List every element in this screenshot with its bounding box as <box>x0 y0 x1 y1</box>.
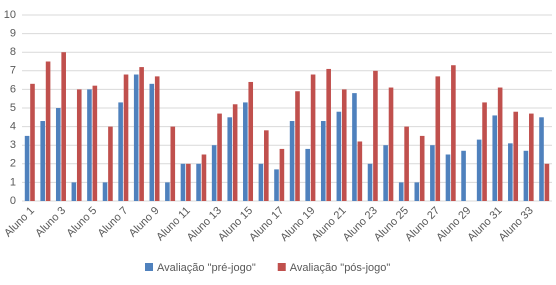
bar <box>154 76 160 201</box>
bar <box>492 115 498 201</box>
bar <box>211 145 217 201</box>
bar <box>55 108 61 201</box>
y-tick-label: 8 <box>10 46 16 58</box>
bar <box>201 154 207 201</box>
bar <box>76 89 82 201</box>
x-tick-label: Aluno 1 <box>2 205 37 240</box>
y-tick-label: 7 <box>10 65 16 77</box>
bar <box>367 163 373 201</box>
x-tick-label: Aluno 7 <box>96 205 131 240</box>
bar <box>45 61 51 201</box>
bar <box>123 74 129 201</box>
bar <box>186 163 191 201</box>
bar <box>508 143 513 201</box>
bar <box>165 182 170 201</box>
bar <box>419 135 425 201</box>
bar <box>139 67 144 201</box>
y-tick-label: 5 <box>10 102 16 114</box>
bar <box>544 163 550 201</box>
bar <box>430 145 435 201</box>
bar <box>529 113 534 201</box>
bar <box>352 93 357 201</box>
bar <box>102 182 108 201</box>
bar <box>398 182 404 201</box>
bar <box>326 68 331 201</box>
legend-swatch <box>277 263 286 271</box>
bar <box>264 130 269 201</box>
bar <box>435 76 441 201</box>
y-tick-label: 9 <box>10 28 16 40</box>
bar <box>227 117 233 201</box>
bar <box>108 126 113 201</box>
bar <box>341 89 347 201</box>
bar <box>40 121 45 201</box>
bar <box>92 85 98 201</box>
x-tick-label: Aluno 3 <box>33 205 68 240</box>
y-tick-label: 10 <box>4 9 16 21</box>
bar <box>320 121 326 201</box>
bar <box>414 182 420 201</box>
bar <box>149 83 155 201</box>
bar <box>357 141 363 201</box>
y-tick-label: 0 <box>10 195 16 207</box>
legend-label: Avaliação "pré-jogo" <box>157 262 256 274</box>
bar <box>196 163 201 201</box>
y-tick-label: 1 <box>10 176 16 188</box>
bar <box>461 150 466 201</box>
bar <box>513 111 519 201</box>
legend-label: Avaliação "pós-jogo" <box>290 262 391 274</box>
bar <box>383 145 388 201</box>
bar <box>274 169 279 201</box>
bar <box>243 102 248 201</box>
bar <box>295 91 300 201</box>
bar <box>523 150 529 201</box>
bar <box>388 87 394 201</box>
bar <box>289 121 295 201</box>
y-tick-label: 6 <box>10 83 16 95</box>
bar <box>24 135 30 201</box>
bar <box>476 139 482 201</box>
y-tick-label: 4 <box>10 121 16 133</box>
y-tick-label: 3 <box>10 139 16 151</box>
bar <box>118 102 123 201</box>
bar <box>180 163 186 201</box>
x-tick-label: Aluno 5 <box>64 205 99 240</box>
bar <box>539 117 544 201</box>
bar <box>336 111 342 201</box>
bar <box>258 163 264 201</box>
legend-swatch <box>145 263 153 271</box>
bar <box>404 126 409 201</box>
bar <box>133 74 139 201</box>
bar <box>87 89 92 201</box>
bar <box>497 87 503 201</box>
bar <box>170 126 176 201</box>
bar <box>217 113 222 201</box>
bar <box>310 74 316 201</box>
bar <box>71 182 77 201</box>
bar <box>248 81 254 201</box>
bar <box>61 52 66 202</box>
bar <box>305 148 310 201</box>
bar <box>30 83 35 201</box>
bar <box>373 70 378 201</box>
bar <box>445 154 451 201</box>
y-tick-label: 2 <box>10 158 16 170</box>
bar <box>232 104 238 201</box>
bar <box>279 148 285 201</box>
bar <box>451 65 456 201</box>
bar <box>482 102 487 201</box>
x-tick-label: Aluno 33 <box>497 205 536 244</box>
